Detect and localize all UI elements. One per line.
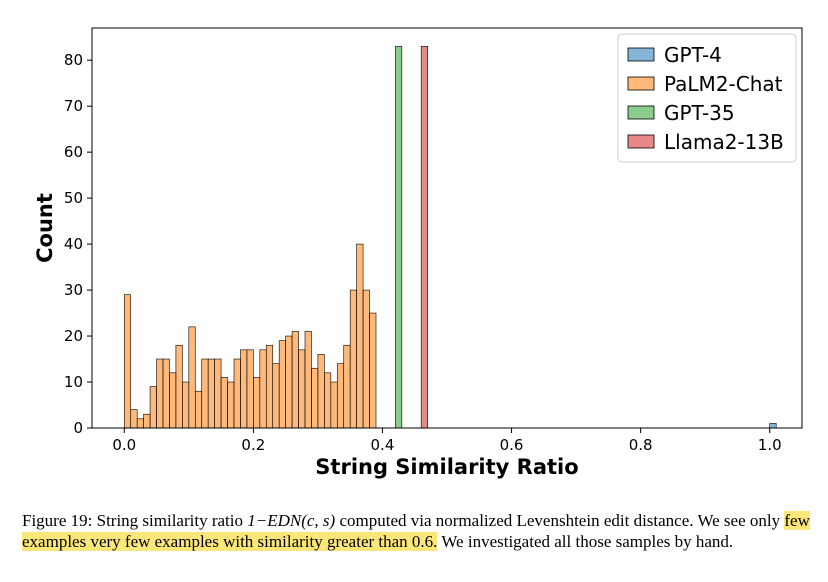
legend-frame xyxy=(617,33,797,163)
bar-gpt-35-42 xyxy=(395,46,403,429)
bar-palm2-chat-2 xyxy=(136,418,144,429)
caption-label: Figure 19: xyxy=(22,511,93,530)
y-tick-label: 20 xyxy=(64,327,83,345)
bar-palm2-chat-37 xyxy=(362,289,370,429)
figure-caption: Figure 19: String similarity ratio 1−EDN… xyxy=(22,510,822,552)
bar-palm2-chat-30 xyxy=(317,354,325,429)
bar-llama2-13b-46 xyxy=(420,46,428,429)
x-tick-label: 0.4 xyxy=(371,436,395,454)
bar-palm2-chat-13 xyxy=(207,358,215,429)
legend-label-palm2-chat: PaLM2-Chat xyxy=(664,72,783,96)
bar-palm2-chat-14 xyxy=(214,358,222,429)
caption-text-start: String similarity ratio xyxy=(92,511,248,530)
bars-layer xyxy=(123,46,777,429)
y-tick-label: 40 xyxy=(64,235,83,253)
legend-swatch-palm2-chat xyxy=(627,76,655,91)
bar-palm2-chat-0 xyxy=(123,294,132,429)
bar-palm2-chat-32 xyxy=(330,381,338,429)
y-tick-label: 10 xyxy=(64,373,83,391)
bar-palm2-chat-35 xyxy=(349,289,357,429)
bar-palm2-chat-5 xyxy=(156,358,164,429)
y-tick-label: 50 xyxy=(64,189,83,207)
caption-text-middle: computed via normalized Levenshtein edit… xyxy=(335,511,785,530)
bar-palm2-chat-18 xyxy=(240,349,248,429)
caption-text-end: We investigated all those samples by han… xyxy=(437,532,734,551)
legend-label-gpt-4: GPT-4 xyxy=(664,43,722,67)
y-axis-title: Count xyxy=(33,193,57,263)
series-palm2-chat xyxy=(123,243,377,429)
bar-palm2-chat-28 xyxy=(304,331,312,429)
bar-palm2-chat-33 xyxy=(336,363,345,429)
bar-palm2-chat-22 xyxy=(265,344,274,429)
bar-palm2-chat-10 xyxy=(188,326,196,429)
y-tick-label: 30 xyxy=(64,281,83,299)
bar-palm2-chat-11 xyxy=(194,390,203,429)
bar-palm2-chat-21 xyxy=(259,349,267,429)
bar-palm2-chat-27 xyxy=(298,349,306,429)
bar-palm2-chat-12 xyxy=(201,358,209,429)
y-tick-label: 60 xyxy=(64,143,83,161)
bar-palm2-chat-31 xyxy=(324,372,332,429)
bar-palm2-chat-15 xyxy=(220,377,228,429)
caption-math: 1−EDN(c, s) xyxy=(247,511,336,530)
bar-palm2-chat-9 xyxy=(182,381,190,429)
bar-palm2-chat-8 xyxy=(175,344,183,429)
x-tick-label: 0.6 xyxy=(500,436,524,454)
bar-palm2-chat-3 xyxy=(143,413,151,429)
bar-palm2-chat-23 xyxy=(272,363,280,429)
legend: GPT-4 PaLM2-Chat GPT-35 Llama2-13B xyxy=(617,33,797,163)
bar-palm2-chat-17 xyxy=(233,358,241,429)
bar-palm2-chat-6 xyxy=(162,358,170,429)
histogram-chart: 0.0 0.2 0.4 0.6 0.8 1.0 0 10 20 30 40 50 60 70 80 Str… xyxy=(33,27,803,479)
bar-palm2-chat-24 xyxy=(278,340,286,429)
x-axis-ticks: 0.0 0.2 0.4 0.6 0.8 1.0 xyxy=(112,428,782,454)
bar-palm2-chat-20 xyxy=(253,377,261,429)
bar-palm2-chat-38 xyxy=(369,312,377,429)
legend-swatch-llama2-13b xyxy=(627,134,655,149)
x-tick-label: 0.0 xyxy=(112,436,136,454)
bar-palm2-chat-36 xyxy=(356,243,364,429)
bar-gpt-4-100 xyxy=(769,423,777,429)
legend-swatch-gpt-4 xyxy=(627,47,655,62)
legend-swatch-gpt-35 xyxy=(627,105,655,120)
y-tick-label: 80 xyxy=(64,51,83,69)
bar-palm2-chat-25 xyxy=(285,335,293,429)
x-tick-label: 0.8 xyxy=(629,436,653,454)
bar-palm2-chat-34 xyxy=(343,344,351,429)
y-tick-label: 0 xyxy=(73,419,83,437)
bar-palm2-chat-29 xyxy=(311,367,319,429)
bar-palm2-chat-7 xyxy=(169,372,177,429)
legend-label-gpt-35: GPT-35 xyxy=(664,101,735,125)
plot-frame xyxy=(91,27,803,429)
series-gpt-35 xyxy=(395,46,403,429)
x-tick-label: 0.2 xyxy=(241,436,265,454)
bar-palm2-chat-19 xyxy=(246,349,254,429)
legend-label-llama2-13b: Llama2-13B xyxy=(664,130,784,154)
bar-palm2-chat-1 xyxy=(130,409,138,429)
series-gpt-4 xyxy=(769,423,777,429)
bar-palm2-chat-4 xyxy=(149,386,157,429)
x-tick-label: 1.0 xyxy=(758,436,782,454)
bar-palm2-chat-16 xyxy=(227,381,235,429)
bar-palm2-chat-26 xyxy=(291,331,299,429)
series-llama2-13b xyxy=(420,46,428,429)
y-axis-ticks: 0 10 20 30 40 50 60 70 80 xyxy=(64,51,92,437)
y-tick-label: 70 xyxy=(64,97,83,115)
x-axis-title: String Similarity Ratio xyxy=(315,455,578,479)
